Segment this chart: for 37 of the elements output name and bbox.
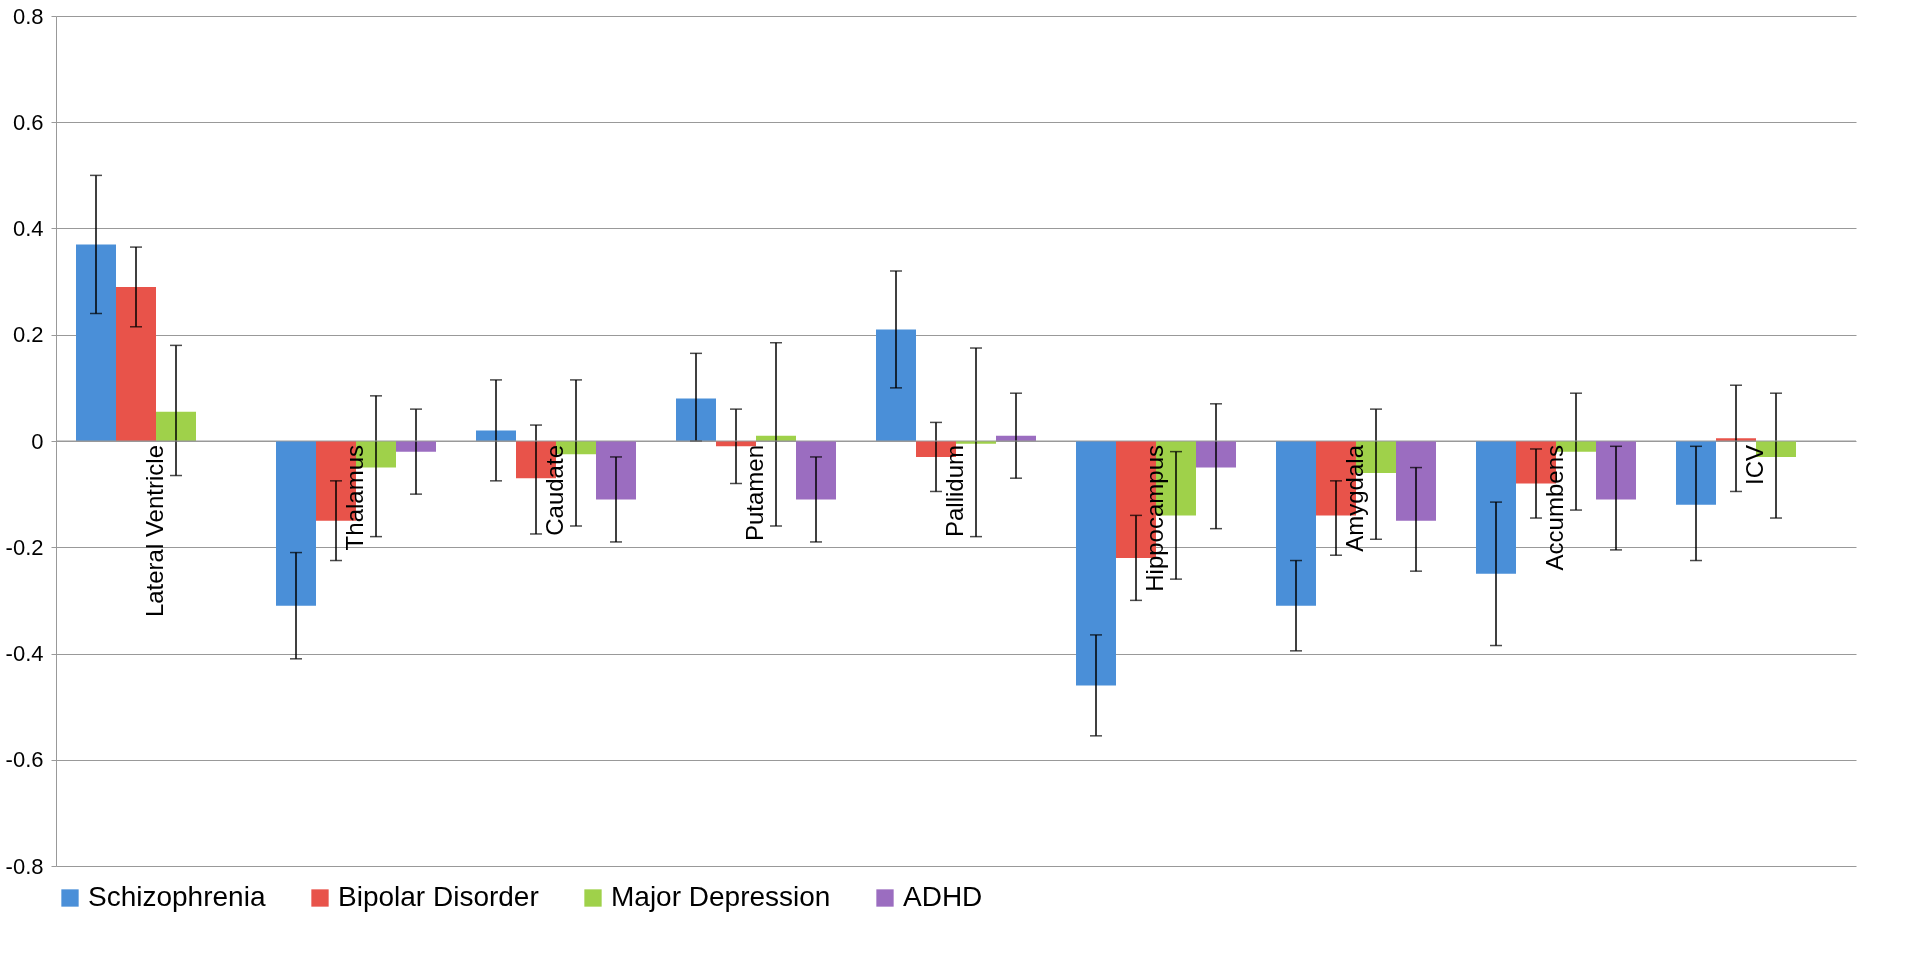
bar: [1076, 441, 1116, 686]
bar: [1396, 441, 1436, 521]
y-tick-label: -0.4: [5, 641, 44, 666]
bar: [876, 329, 916, 441]
bar: [116, 286, 156, 441]
x-tick-label: Accumbens: [1541, 445, 1568, 571]
bar: [1596, 441, 1636, 500]
y-tick-label: 0.8: [12, 3, 44, 29]
x-tick-label: Hippocampus: [1141, 445, 1168, 592]
legend-label: ADHD: [903, 881, 983, 912]
x-tick-label: Thalamus: [341, 445, 368, 551]
bar: [796, 441, 836, 500]
y-tick-label: 0: [31, 428, 44, 454]
bar: [1476, 441, 1516, 574]
bar: [1676, 441, 1716, 505]
x-tick-label: ICV: [1741, 445, 1768, 486]
y-tick-label: 0.6: [12, 109, 44, 135]
y-tick-label: 0.4: [12, 216, 44, 241]
legend-label: Bipolar Disorder: [338, 881, 539, 912]
y-tick-label: -0.8: [5, 853, 44, 879]
bar: [1276, 441, 1316, 606]
bar: [676, 398, 716, 441]
bar: [76, 244, 116, 441]
bar: [596, 441, 636, 500]
bar: [276, 441, 316, 606]
y-tick-label: -0.6: [5, 747, 44, 773]
legend-label: Major Depression: [611, 881, 831, 912]
bar: [1196, 441, 1236, 468]
x-tick-label: Lateral Ventricle: [141, 445, 168, 618]
x-tick-label: Amygdala: [1341, 444, 1368, 552]
legend-label: Schizophrenia: [88, 881, 266, 912]
x-tick-label: Caudate: [541, 445, 568, 536]
x-tick-label: Putamen: [741, 445, 768, 542]
y-tick-label: 0.2: [12, 322, 44, 348]
x-tick-label: Pallidum: [941, 445, 968, 538]
bar: [156, 411, 196, 441]
y-tick-label: -0.2: [5, 534, 44, 560]
